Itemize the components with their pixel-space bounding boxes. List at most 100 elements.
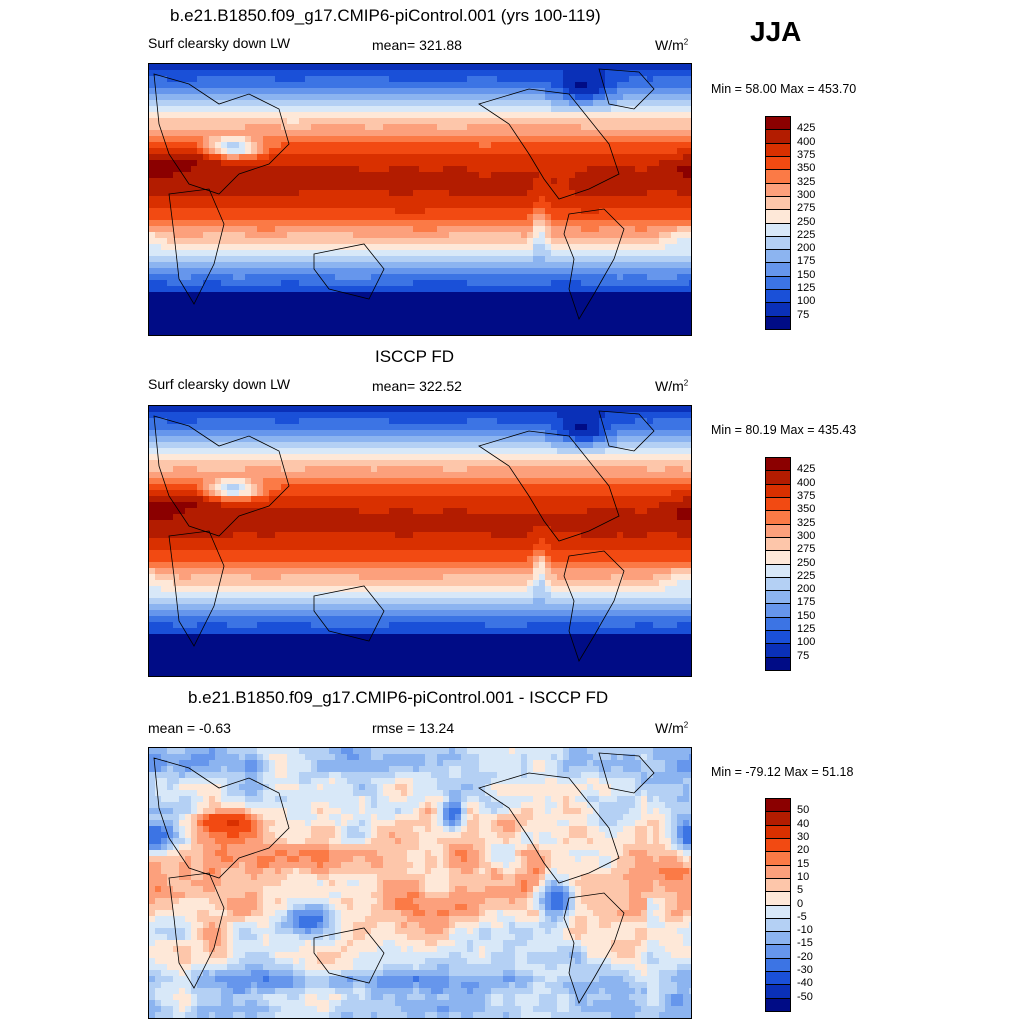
colorbar-tick-label: 225 <box>797 228 816 241</box>
colorbar-box <box>765 155 791 171</box>
colorbar-tick-label: 15 <box>797 857 810 870</box>
panel-3-units: W/m2 <box>655 720 689 736</box>
colorbar-box <box>765 630 791 645</box>
colorbar-tick-label: -30 <box>797 964 813 977</box>
colorbar-tick-label: -20 <box>797 950 813 963</box>
colorbar-tick-label: -50 <box>797 990 813 1003</box>
colorbar-box <box>765 536 791 552</box>
colorbar-box <box>765 811 791 826</box>
colorbar-tick-label: 10 <box>797 870 810 883</box>
colorbar-box <box>765 142 791 157</box>
panel-1-colorbar: 425 400 375 350 325 300 275 250 225 200 175 150 125 1… <box>765 116 815 330</box>
panel-1-min-max: Min = 58.00 Max = 453.70 <box>711 82 857 96</box>
colorbar-tick-label: 325 <box>797 175 816 188</box>
colorbar-tick-label: 375 <box>797 489 816 502</box>
colorbar-box <box>765 129 791 144</box>
colorbar-box <box>765 195 791 211</box>
colorbar-tick-label: 30 <box>797 830 810 843</box>
colorbar-box <box>765 864 791 879</box>
colorbar-tick-label: 250 <box>797 556 816 569</box>
colorbar-tick-label: 175 <box>797 596 816 609</box>
colorbar-tick-label: 225 <box>797 569 816 582</box>
panel-2-mean-label: mean= 322.52 <box>372 378 462 394</box>
panel-1-mean-label: mean= 321.88 <box>372 37 462 53</box>
colorbar-box <box>765 483 791 498</box>
colorbar-tick-label: 125 <box>797 282 816 295</box>
colorbar-tick-label: 250 <box>797 215 816 228</box>
colorbar-tick-label: 350 <box>797 162 816 175</box>
panel-2-title: ISCCP FD <box>375 347 455 366</box>
colorbar-tick-label: -5 <box>797 910 807 923</box>
colorbar-tick-label: 400 <box>797 476 816 489</box>
colorbar-box <box>765 470 791 485</box>
colorbar-box <box>765 837 791 853</box>
panel-3-map-field <box>149 748 691 1018</box>
colorbar-box <box>765 116 791 131</box>
colorbar-box <box>765 997 791 1012</box>
panel-2-variable-label: Surf clearsky down LW <box>148 376 291 392</box>
colorbar-box <box>765 169 791 184</box>
panel-3-min-max: Min = -79.12 Max = 51.18 <box>711 765 854 779</box>
colorbar-tick-label: 40 <box>797 817 810 830</box>
colorbar-tick-label: -15 <box>797 937 813 950</box>
panel-2-units: W/m2 <box>655 378 689 394</box>
colorbar-tick-label: 50 <box>797 804 810 817</box>
panel-1-map <box>148 63 692 336</box>
colorbar-box <box>765 824 791 839</box>
panel-3-colorbar: 50 40 30 20 15 10 5 0 -5 -10 -15 -20 -30 -40 -50 <box>765 798 813 1012</box>
colorbar-box <box>765 984 791 999</box>
colorbar-tick-label: 300 <box>797 529 816 542</box>
colorbar-box <box>765 457 791 472</box>
panel-2-map <box>148 405 692 677</box>
colorbar-tick-label: 100 <box>797 636 816 649</box>
colorbar-box <box>765 851 791 866</box>
colorbar-tick-label: 20 <box>797 844 810 857</box>
colorbar-box <box>765 235 791 251</box>
colorbar-tick-label: 150 <box>797 609 816 622</box>
colorbar-tick-label: 350 <box>797 503 816 516</box>
colorbar-tick-label: 300 <box>797 188 816 201</box>
colorbar-tick-label: 425 <box>797 122 816 135</box>
colorbar-tick-label: 0 <box>797 897 804 910</box>
colorbar-box <box>765 523 791 538</box>
colorbar-tick-label: 100 <box>797 295 816 308</box>
colorbar-box <box>765 590 791 605</box>
colorbar-box <box>765 877 791 893</box>
colorbar-tick-label: 375 <box>797 148 816 161</box>
season-label: JJA <box>750 16 802 47</box>
panel-3-title: b.e21.B1850.f09_g17.CMIP6-piControl.001 … <box>188 688 609 707</box>
colorbar-tick-label: 275 <box>797 202 816 215</box>
colorbar-box <box>765 656 791 671</box>
colorbar-box <box>765 576 791 592</box>
colorbar-box <box>765 643 791 658</box>
colorbar-box <box>765 917 791 933</box>
colorbar-tick-label: -10 <box>797 924 813 937</box>
colorbar-tick-label: 275 <box>797 543 816 556</box>
colorbar-box <box>765 798 791 813</box>
colorbar-tick-label: 150 <box>797 268 816 281</box>
colorbar-tick-label: 5 <box>797 884 804 897</box>
colorbar-tick-label: 175 <box>797 255 816 268</box>
colorbar-box <box>765 891 791 906</box>
colorbar-box <box>765 315 791 330</box>
colorbar-tick-label: 200 <box>797 242 816 255</box>
colorbar-box <box>765 289 791 304</box>
colorbar-box <box>765 931 791 946</box>
colorbar-box <box>765 971 791 986</box>
colorbar-tick-label: 425 <box>797 463 816 476</box>
panel-1-units: W/m2 <box>655 37 689 53</box>
colorbar-box <box>765 302 791 317</box>
colorbar-tick-label: 125 <box>797 623 816 636</box>
colorbar-tick-label: 200 <box>797 583 816 596</box>
colorbar-box <box>765 904 791 919</box>
colorbar-box <box>765 496 791 512</box>
panel-3-map <box>148 747 692 1019</box>
colorbar-box <box>765 550 791 565</box>
panel-2-map-field <box>149 406 691 676</box>
colorbar-box <box>765 563 791 578</box>
colorbar-box <box>765 262 791 277</box>
colorbar-box <box>765 275 791 291</box>
colorbar-box <box>765 603 791 618</box>
colorbar-tick-label: -40 <box>797 977 813 990</box>
colorbar-tick-label: 75 <box>797 308 810 321</box>
